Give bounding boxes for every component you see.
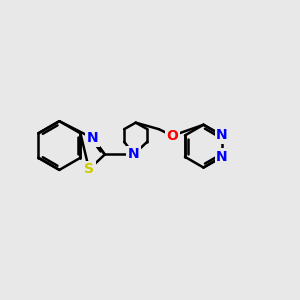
Text: O: O (167, 129, 178, 143)
Text: S: S (84, 162, 94, 176)
Text: N: N (87, 131, 98, 145)
Text: N: N (128, 148, 140, 161)
Text: N: N (216, 150, 228, 164)
Text: N: N (216, 128, 228, 142)
